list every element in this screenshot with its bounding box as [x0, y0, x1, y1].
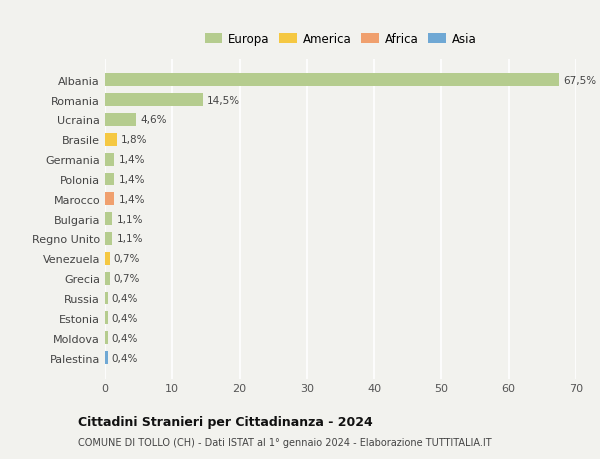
Bar	[105, 331, 107, 344]
Bar	[105, 153, 115, 166]
Bar	[105, 351, 107, 364]
Bar	[105, 252, 110, 265]
Text: 14,5%: 14,5%	[206, 95, 240, 106]
Text: 1,4%: 1,4%	[118, 174, 145, 185]
Bar	[105, 74, 559, 87]
Bar	[105, 94, 203, 107]
Text: 0,4%: 0,4%	[112, 293, 138, 303]
Text: 1,8%: 1,8%	[121, 135, 148, 145]
Bar	[105, 114, 136, 127]
Bar	[105, 272, 110, 285]
Bar	[105, 312, 107, 325]
Bar	[105, 134, 117, 146]
Text: Cittadini Stranieri per Cittadinanza - 2024: Cittadini Stranieri per Cittadinanza - 2…	[78, 415, 373, 428]
Bar	[105, 193, 115, 206]
Text: 0,4%: 0,4%	[112, 333, 138, 343]
Text: 1,1%: 1,1%	[116, 234, 143, 244]
Text: 0,7%: 0,7%	[114, 274, 140, 284]
Text: 1,4%: 1,4%	[118, 155, 145, 165]
Bar	[105, 173, 115, 186]
Text: 4,6%: 4,6%	[140, 115, 166, 125]
Legend: Europa, America, Africa, Asia: Europa, America, Africa, Asia	[202, 30, 479, 48]
Bar	[105, 233, 112, 246]
Text: 0,4%: 0,4%	[112, 353, 138, 363]
Bar	[105, 292, 107, 305]
Text: 67,5%: 67,5%	[563, 76, 596, 85]
Text: 0,4%: 0,4%	[112, 313, 138, 323]
Text: COMUNE DI TOLLO (CH) - Dati ISTAT al 1° gennaio 2024 - Elaborazione TUTTITALIA.I: COMUNE DI TOLLO (CH) - Dati ISTAT al 1° …	[78, 437, 491, 447]
Text: 1,1%: 1,1%	[116, 214, 143, 224]
Text: 0,7%: 0,7%	[114, 254, 140, 264]
Bar	[105, 213, 112, 226]
Text: 1,4%: 1,4%	[118, 195, 145, 204]
